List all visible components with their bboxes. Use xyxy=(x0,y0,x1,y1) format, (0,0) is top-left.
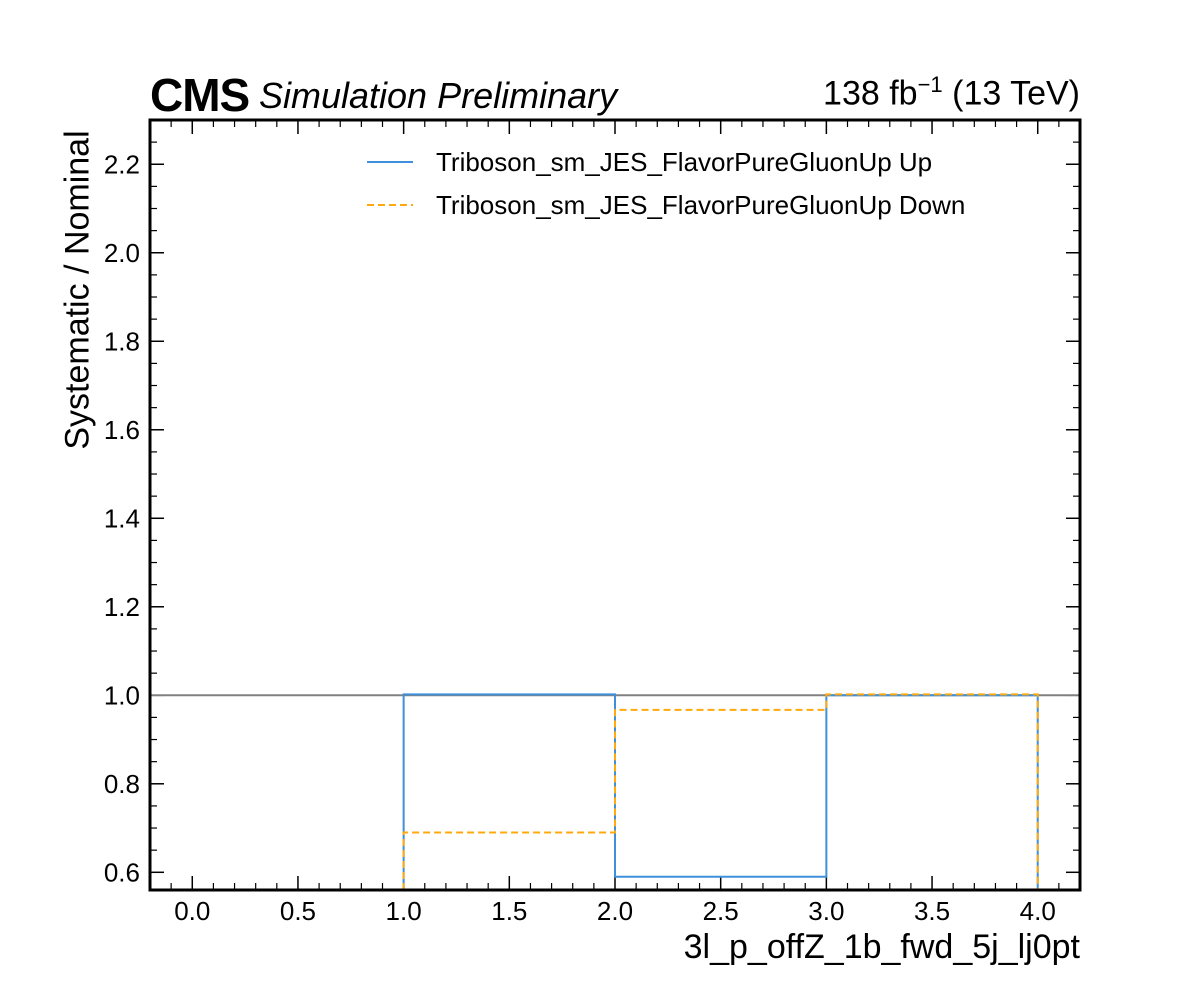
x-tick-label: 0.5 xyxy=(280,896,316,926)
x-tick-label: 3.0 xyxy=(808,896,844,926)
y-tick-label: 2.2 xyxy=(104,149,140,179)
legend-label: Triboson_sm_JES_FlavorPureGluonUp Down xyxy=(436,190,965,220)
series-up-line xyxy=(402,693,1039,890)
x-tick-label: 1.0 xyxy=(386,896,422,926)
y-tick-label: 0.8 xyxy=(104,769,140,799)
legend: Triboson_sm_JES_FlavorPureGluonUp Up Trib… xyxy=(367,147,965,220)
lumi-label: 138 fb−1 (13 TeV) xyxy=(823,72,1080,113)
lumi-exponent: −1 xyxy=(917,72,943,97)
x-tick-label: 1.5 xyxy=(491,896,527,926)
experiment-label: CMS xyxy=(150,69,250,121)
legend-label: Triboson_sm_JES_FlavorPureGluonUp Up xyxy=(436,147,932,177)
y-tick-label: 1.8 xyxy=(104,326,140,356)
y-tick-label: 1.6 xyxy=(104,415,140,445)
y-tick-label: 1.4 xyxy=(104,503,140,533)
lumi-value: 138 fb xyxy=(823,74,918,113)
x-axis-label: 3l_p_offZ_1b_fwd_5j_lj0pt xyxy=(683,928,1080,966)
x-tick-label: 0.0 xyxy=(174,896,210,926)
x-tick-label: 2.0 xyxy=(597,896,633,926)
x-tick-label: 2.5 xyxy=(703,896,739,926)
y-tick-label: 1.2 xyxy=(104,592,140,622)
plot-frame xyxy=(148,118,1082,892)
lumi-energy: (13 TeV) xyxy=(942,74,1080,113)
chart-series xyxy=(402,693,1039,890)
status-label: Simulation Preliminary xyxy=(259,75,618,116)
y-tick-label: 1.0 xyxy=(104,680,140,710)
x-tick-label: 3.5 xyxy=(914,896,950,926)
y-axis-label: Systematic / Nominal xyxy=(58,130,97,450)
chart-ticks: 0.0 0.5 1.0 1.5 2.0 2.5 3.0 3.5 4.0 0.6 0.8 1.0 1.2 1… xyxy=(104,120,1081,926)
x-tick-label: 4.0 xyxy=(1020,896,1056,926)
y-tick-label: 2.0 xyxy=(104,238,140,268)
series-down-line xyxy=(402,693,1039,890)
y-tick-label: 0.6 xyxy=(104,857,140,887)
